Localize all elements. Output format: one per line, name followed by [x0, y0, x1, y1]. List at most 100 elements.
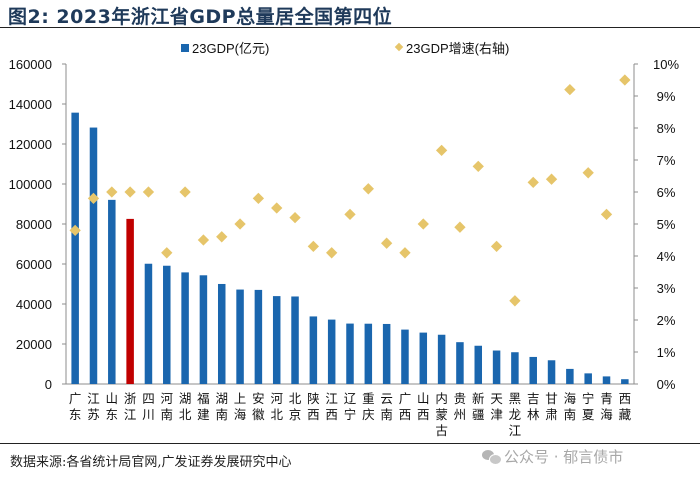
- right-tick-label: 6%: [657, 185, 676, 200]
- growth-markers: [69, 74, 631, 307]
- left-tick-label: 40000: [16, 297, 52, 312]
- category-label: 辽宁: [344, 391, 357, 422]
- growth-marker: [362, 183, 374, 195]
- bar: [364, 323, 373, 384]
- bar: [181, 272, 189, 384]
- right-tick-label: 7%: [657, 153, 676, 168]
- growth-marker: [582, 167, 594, 179]
- bar: [254, 289, 263, 384]
- growth-marker: [234, 218, 246, 230]
- legend-bar-swatch: [181, 44, 189, 52]
- bar: [566, 368, 574, 384]
- bar: [474, 345, 483, 384]
- bar: [108, 199, 116, 384]
- category-label: 北京: [289, 391, 302, 422]
- category-label: 吉林: [527, 391, 540, 422]
- category-label: 甘肃: [545, 391, 558, 422]
- left-tick-label: 140000: [9, 97, 52, 112]
- right-tick-label: 10%: [653, 57, 679, 72]
- growth-marker: [142, 186, 155, 198]
- category-label: 广西: [399, 391, 412, 422]
- growth-marker: [399, 247, 411, 259]
- bar: [602, 376, 611, 384]
- category-label: 西藏: [619, 391, 632, 422]
- wechat-icon: [482, 449, 502, 465]
- bar: [346, 323, 354, 384]
- category-label: 四川: [142, 391, 155, 422]
- category-label: 云南: [380, 391, 393, 422]
- category-label: 宁夏: [582, 391, 595, 422]
- growth-marker: [161, 247, 173, 259]
- category-label: 天津: [490, 391, 503, 422]
- growth-marker: [197, 234, 210, 246]
- bar: [382, 323, 391, 384]
- category-label: 湖北: [179, 391, 192, 422]
- footer-divider: [0, 443, 700, 444]
- growth-marker: [619, 74, 631, 86]
- bar: [144, 263, 153, 384]
- figure-title: 图2: 2023年浙江省GDP总量居全国第四位: [8, 6, 393, 28]
- category-label: 河北: [270, 391, 283, 422]
- category-label: 新疆: [472, 391, 485, 422]
- legend-label-growth: 23GDP增速(右轴): [406, 41, 509, 56]
- category-label: 海南: [564, 391, 577, 422]
- growth-marker: [472, 160, 484, 173]
- bar: [199, 275, 208, 384]
- bar-highlight: [126, 218, 134, 384]
- growth-marker: [252, 192, 265, 205]
- right-tick-label: 0%: [657, 377, 676, 392]
- category-label: 江西: [325, 391, 338, 422]
- bar: [71, 112, 79, 385]
- bar: [401, 329, 409, 384]
- right-tick-label: 3%: [657, 281, 676, 296]
- category-label: 重庆: [362, 391, 375, 422]
- growth-marker: [527, 176, 539, 189]
- x-axis-labels: 广东江苏山东浙江四川河南湖北福建湖南上海安徽河北北京陕西江西辽宁重庆云南广西山西…: [69, 391, 632, 438]
- growth-marker: [216, 231, 228, 243]
- bar: [529, 356, 537, 384]
- category-label: 内蒙古: [435, 391, 448, 438]
- right-tick-label: 1%: [657, 345, 676, 360]
- legend-label-gdp: 23GDP(亿元): [192, 41, 269, 56]
- bar: [89, 127, 98, 384]
- bars: [71, 112, 629, 385]
- left-tick-label: 60000: [16, 257, 52, 272]
- left-tick-label: 0: [45, 377, 52, 392]
- growth-marker: [69, 224, 81, 237]
- left-tick-label: 100000: [9, 177, 52, 192]
- bar: [217, 283, 226, 384]
- legend: 23GDP(亿元) 23GDP增速(右轴): [181, 41, 509, 56]
- category-label: 浙江: [124, 391, 137, 422]
- bar: [621, 379, 629, 384]
- category-label: 江苏: [87, 391, 100, 422]
- growth-marker: [417, 218, 429, 230]
- category-label: 贵州: [454, 391, 467, 422]
- watermark-text: 公众号 · 郁言债市: [504, 448, 624, 466]
- category-label: 福建: [197, 391, 210, 422]
- category-label: 河南: [161, 391, 174, 422]
- growth-marker: [326, 247, 338, 259]
- category-label: 山西: [417, 391, 430, 422]
- right-tick-label: 8%: [657, 121, 676, 136]
- watermark: 公众号 · 郁言债市: [482, 446, 623, 467]
- category-label: 陕西: [307, 391, 320, 422]
- bar: [163, 265, 171, 384]
- bar: [291, 296, 299, 384]
- bar: [272, 296, 281, 384]
- right-tick-label: 2%: [657, 313, 676, 328]
- category-label: 黑龙江: [509, 391, 522, 438]
- category-label: 广东: [69, 391, 82, 422]
- left-tick-label: 80000: [16, 217, 52, 232]
- category-label: 山东: [106, 391, 119, 422]
- left-tick-label: 160000: [9, 57, 52, 72]
- left-tick-label: 20000: [16, 337, 52, 352]
- bar: [547, 360, 556, 384]
- growth-marker: [435, 144, 448, 157]
- bar: [456, 342, 464, 384]
- bar: [327, 319, 336, 384]
- right-tick-label: 5%: [657, 217, 676, 232]
- growth-marker: [600, 208, 613, 221]
- growth-marker: [344, 208, 356, 221]
- category-label: 湖南: [215, 391, 228, 422]
- axes: 0 20000 40000 60000 80000 100000 120000 140000 1…: [9, 57, 680, 392]
